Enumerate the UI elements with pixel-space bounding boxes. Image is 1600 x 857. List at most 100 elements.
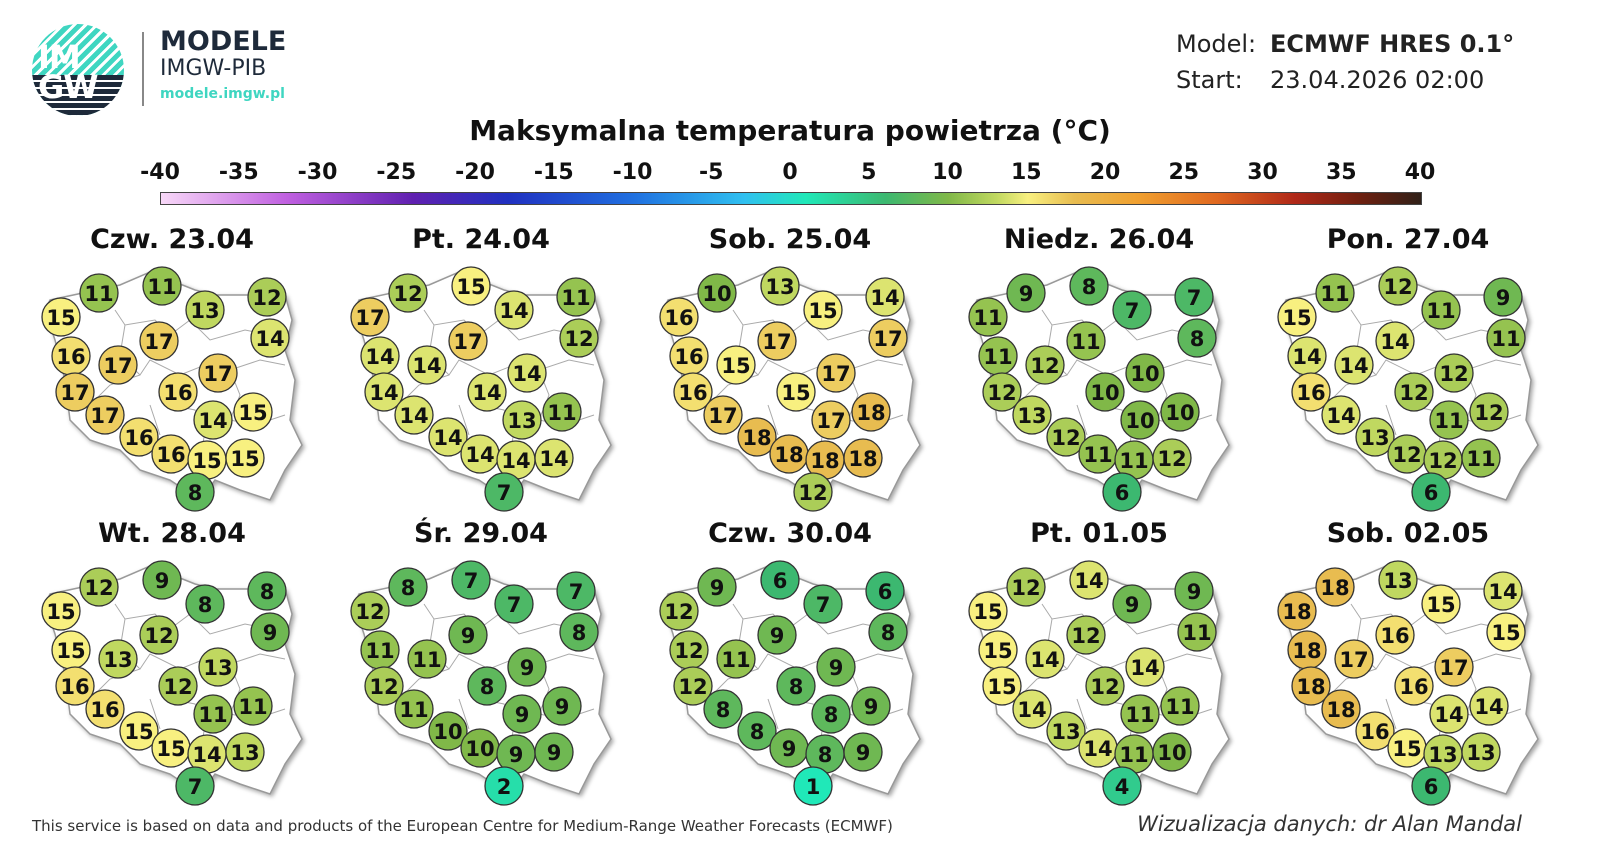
station-marker: 15 xyxy=(1421,584,1461,624)
temperature-circle xyxy=(1066,615,1106,655)
temperature-value: 14 xyxy=(412,354,441,378)
temperature-value: 12 xyxy=(369,675,398,699)
temperature-circle xyxy=(1177,612,1217,652)
temperature-value: 13 xyxy=(1466,741,1495,765)
temperature-circle xyxy=(737,711,777,751)
colorbar-tick-label: 30 xyxy=(1247,160,1278,185)
station-marker: 10 xyxy=(1120,400,1160,440)
temperature-circle xyxy=(559,612,599,652)
temperature-circle xyxy=(1102,766,1142,806)
temperature-value: 7 xyxy=(507,593,522,617)
temperature-value: 14 xyxy=(539,447,568,471)
temperature-circle xyxy=(793,766,833,806)
station-marker: 12 xyxy=(982,372,1022,412)
temperature-circle xyxy=(428,711,468,751)
temperature-value: 16 xyxy=(674,345,703,369)
station-marker: 7 xyxy=(803,584,843,624)
station-marker: 12 xyxy=(1423,440,1463,480)
station-marker: 7 xyxy=(556,571,596,611)
day-title: Wt. 28.04 xyxy=(98,518,246,549)
station-marker: 18 xyxy=(805,440,845,480)
temperature-value: 1 xyxy=(806,775,821,799)
temperature-circle xyxy=(1355,711,1395,751)
temperature-value: 11 xyxy=(1320,282,1349,306)
station-marker: 14 xyxy=(865,277,905,317)
temperature-circle xyxy=(851,392,891,432)
station-marker: 13 xyxy=(1046,711,1086,751)
station-marker: 4 xyxy=(1102,766,1142,806)
station-marker: 14 xyxy=(1069,560,1109,600)
brand-url-link[interactable]: modele.imgw.pl xyxy=(160,86,285,102)
temperature-value: 8 xyxy=(260,580,275,604)
temperature-circle xyxy=(1025,345,1065,385)
temperature-value: 17 xyxy=(203,362,232,386)
temperature-circle xyxy=(816,647,856,687)
temperature-value: 8 xyxy=(480,675,495,699)
colorbar-tick-label: 15 xyxy=(1010,160,1042,185)
station-marker: 16 xyxy=(1291,372,1331,412)
temperature-value: 11 xyxy=(1466,447,1495,471)
temperature-circle xyxy=(1378,560,1418,600)
temperature-value: 12 xyxy=(1071,624,1100,648)
temperature-circle xyxy=(119,417,159,457)
station-marker: 17 xyxy=(55,372,95,412)
temperature-value: 11 xyxy=(1491,327,1520,351)
temperature-circle xyxy=(803,290,843,330)
temperature-circle xyxy=(811,400,851,440)
temperature-value: 15 xyxy=(721,354,750,378)
station-marker: 9 xyxy=(697,567,737,607)
temperature-value: 18 xyxy=(1282,600,1311,624)
temperature-value: 9 xyxy=(710,576,725,600)
station-marker: 14 xyxy=(460,434,500,474)
station-marker: 10 xyxy=(1125,353,1165,393)
temperature-value: 7 xyxy=(464,569,479,593)
station-marker: 11 xyxy=(193,694,233,734)
temperature-circle xyxy=(851,686,891,726)
colorbar xyxy=(160,192,1422,205)
temperature-value: 15 xyxy=(56,639,85,663)
station-marker: 10 xyxy=(1152,732,1192,772)
temperature-value: 12 xyxy=(678,675,707,699)
station-marker: 11 xyxy=(142,266,182,306)
temperature-value: 16 xyxy=(56,345,85,369)
temperature-value: 15 xyxy=(238,401,267,425)
temperature-value: 14 xyxy=(433,426,462,450)
temperature-circle xyxy=(1483,277,1523,317)
temperature-value: 14 xyxy=(512,362,541,386)
station-marker: 12 xyxy=(1434,353,1474,393)
temperature-value: 14 xyxy=(365,345,394,369)
station-marker: 7 xyxy=(494,584,534,624)
temperature-circle xyxy=(193,400,233,440)
station-marker: 11 xyxy=(968,297,1008,337)
temperature-circle xyxy=(1411,766,1451,806)
temperature-circle xyxy=(1375,321,1415,361)
station-marker: 14 xyxy=(1078,728,1118,768)
station-marker: 11 xyxy=(360,630,400,670)
temperature-circle xyxy=(394,395,434,435)
station-marker: 12 xyxy=(364,666,404,706)
temperature-circle xyxy=(1334,639,1374,679)
colorbar-tick-label: 35 xyxy=(1325,160,1357,185)
station-marker: 6 xyxy=(1411,766,1451,806)
temperature-circle xyxy=(968,591,1008,631)
station-marker: 7 xyxy=(175,766,215,806)
temperature-value: 12 xyxy=(1157,447,1186,471)
colorbar-tick-label: -25 xyxy=(376,160,417,185)
station-marker: 15 xyxy=(776,372,816,412)
temperature-circle xyxy=(407,639,447,679)
temperature-circle xyxy=(1429,694,1469,734)
temperature-value: 18 xyxy=(774,443,803,467)
temperature-value: 9 xyxy=(770,624,785,648)
temperature-circle xyxy=(703,395,743,435)
station-marker: 14 xyxy=(1012,689,1052,729)
station-marker: 13 xyxy=(1461,732,1501,772)
temperature-circle xyxy=(98,639,138,679)
temperature-value: 14 xyxy=(1326,404,1355,428)
station-marker: 11 xyxy=(1429,400,1469,440)
station-marker: 8 xyxy=(388,567,428,607)
temperature-circle xyxy=(364,372,404,412)
temperature-value: 8 xyxy=(824,703,839,727)
temperature-value: 11 xyxy=(238,695,267,719)
temperature-value: 14 xyxy=(1434,703,1463,727)
station-marker: 15 xyxy=(716,345,756,385)
